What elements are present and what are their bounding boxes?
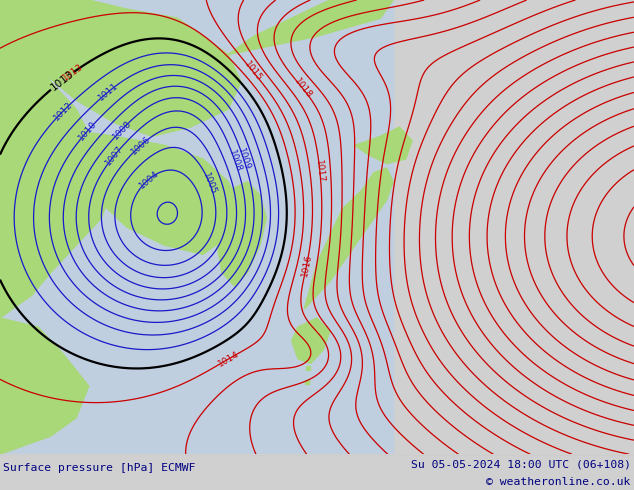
- Text: 1008: 1008: [110, 118, 133, 141]
- Text: 1012: 1012: [52, 99, 75, 122]
- Polygon shape: [0, 318, 89, 454]
- Polygon shape: [0, 46, 114, 318]
- Text: Su 05-05-2024 18:00 UTC (06+108): Su 05-05-2024 18:00 UTC (06+108): [411, 459, 631, 469]
- Text: © weatheronline.co.uk: © weatheronline.co.uk: [486, 477, 631, 487]
- Text: 1013: 1013: [61, 62, 85, 83]
- Polygon shape: [0, 0, 393, 454]
- Polygon shape: [355, 127, 412, 164]
- Text: 1007: 1007: [104, 144, 126, 167]
- Text: 1018: 1018: [292, 76, 313, 100]
- Text: 1014: 1014: [217, 349, 241, 368]
- Text: Surface pressure [hPa] ECMWF: Surface pressure [hPa] ECMWF: [3, 463, 196, 473]
- Text: 1016: 1016: [300, 253, 313, 277]
- Text: 1013: 1013: [48, 69, 75, 93]
- Polygon shape: [292, 318, 330, 364]
- Polygon shape: [228, 0, 393, 54]
- Text: 1006: 1006: [129, 134, 153, 156]
- Text: 1010: 1010: [77, 120, 98, 143]
- Text: 1005: 1005: [202, 171, 218, 196]
- Polygon shape: [51, 127, 241, 254]
- Text: 1017: 1017: [314, 159, 325, 183]
- Text: 1011: 1011: [96, 81, 120, 103]
- Text: 1008: 1008: [227, 148, 243, 173]
- Text: 1009: 1009: [236, 147, 252, 172]
- Polygon shape: [0, 0, 241, 136]
- Text: 1004: 1004: [137, 169, 160, 190]
- Text: 1015: 1015: [242, 59, 264, 83]
- Polygon shape: [304, 168, 393, 309]
- Polygon shape: [216, 182, 266, 286]
